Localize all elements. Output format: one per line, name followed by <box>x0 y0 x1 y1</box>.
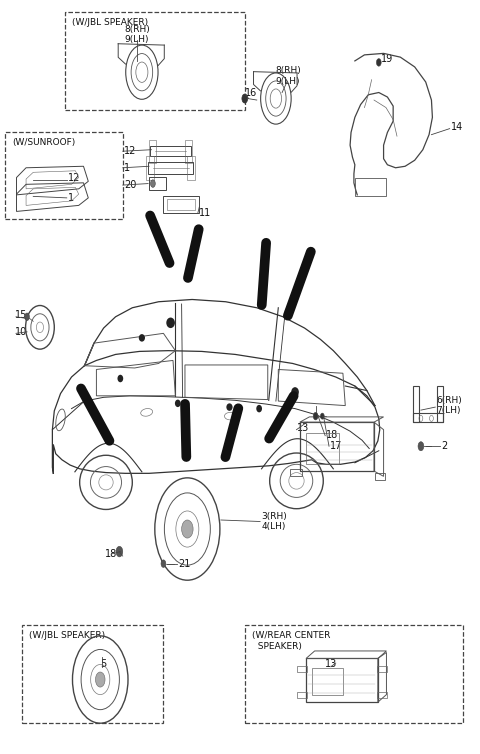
Text: 13: 13 <box>325 660 337 670</box>
Circle shape <box>116 547 123 557</box>
Circle shape <box>313 412 318 420</box>
Text: 20: 20 <box>124 180 136 190</box>
Bar <box>298 692 307 698</box>
Bar <box>163 196 199 213</box>
Text: 21: 21 <box>178 559 190 569</box>
Bar <box>312 668 343 694</box>
Text: 14: 14 <box>451 122 463 132</box>
Circle shape <box>24 313 29 320</box>
Bar <box>65 12 245 110</box>
Bar <box>437 386 443 422</box>
Bar <box>146 156 154 179</box>
Text: (W/JBL SPEAKER): (W/JBL SPEAKER) <box>72 18 149 27</box>
Text: 17: 17 <box>330 441 342 451</box>
Ellipse shape <box>291 387 299 397</box>
Text: 8(RH)
9(LH): 8(RH) 9(LH) <box>275 66 301 86</box>
Text: 15: 15 <box>15 311 27 320</box>
Text: 13: 13 <box>298 423 310 434</box>
Text: 10: 10 <box>15 326 27 337</box>
Ellipse shape <box>166 317 175 328</box>
Bar <box>290 469 302 477</box>
Circle shape <box>418 442 424 451</box>
Bar <box>300 422 374 471</box>
Bar <box>149 176 166 190</box>
Bar <box>298 666 307 672</box>
Ellipse shape <box>96 672 105 687</box>
Text: (W/SUNROOF): (W/SUNROOF) <box>12 139 76 148</box>
Text: 3(RH)
4(LH): 3(RH) 4(LH) <box>262 512 288 532</box>
Text: (W/JBL SPEAKER): (W/JBL SPEAKER) <box>29 631 106 640</box>
Circle shape <box>161 560 166 568</box>
Bar <box>245 625 463 723</box>
Text: 1: 1 <box>124 163 130 173</box>
Ellipse shape <box>139 334 145 342</box>
Bar <box>148 162 193 173</box>
Ellipse shape <box>181 520 193 538</box>
Text: 6(RH)
7(LH): 6(RH) 7(LH) <box>436 396 462 415</box>
Text: 5: 5 <box>100 660 107 670</box>
Text: 2: 2 <box>441 441 447 451</box>
Text: 12: 12 <box>124 146 136 156</box>
Circle shape <box>151 179 156 187</box>
Text: 16: 16 <box>245 88 257 98</box>
Bar <box>167 199 195 210</box>
Ellipse shape <box>256 405 262 412</box>
Bar <box>377 666 387 672</box>
Text: 18: 18 <box>105 549 117 559</box>
Bar <box>355 177 386 196</box>
Circle shape <box>242 94 248 103</box>
Bar <box>187 156 195 179</box>
Bar <box>5 133 123 219</box>
Circle shape <box>321 413 324 419</box>
Bar <box>306 658 378 702</box>
Text: 11: 11 <box>199 208 212 218</box>
Bar <box>306 434 338 464</box>
Bar <box>377 692 387 698</box>
Text: 8(RH)
9(LH): 8(RH) 9(LH) <box>124 25 150 44</box>
Text: 19: 19 <box>381 54 394 64</box>
Bar <box>413 413 443 422</box>
Ellipse shape <box>118 375 123 382</box>
Circle shape <box>376 59 381 66</box>
Bar <box>375 473 385 480</box>
Text: 18: 18 <box>326 430 338 440</box>
Ellipse shape <box>175 400 180 407</box>
Bar <box>413 386 419 422</box>
Ellipse shape <box>227 403 233 411</box>
Text: (W/REAR CENTER
  SPEAKER): (W/REAR CENTER SPEAKER) <box>252 631 330 651</box>
Bar <box>149 140 156 163</box>
Bar <box>22 625 163 723</box>
Bar <box>185 140 192 163</box>
Text: 1: 1 <box>68 193 74 203</box>
Bar <box>150 146 191 157</box>
Text: 12: 12 <box>68 173 80 183</box>
